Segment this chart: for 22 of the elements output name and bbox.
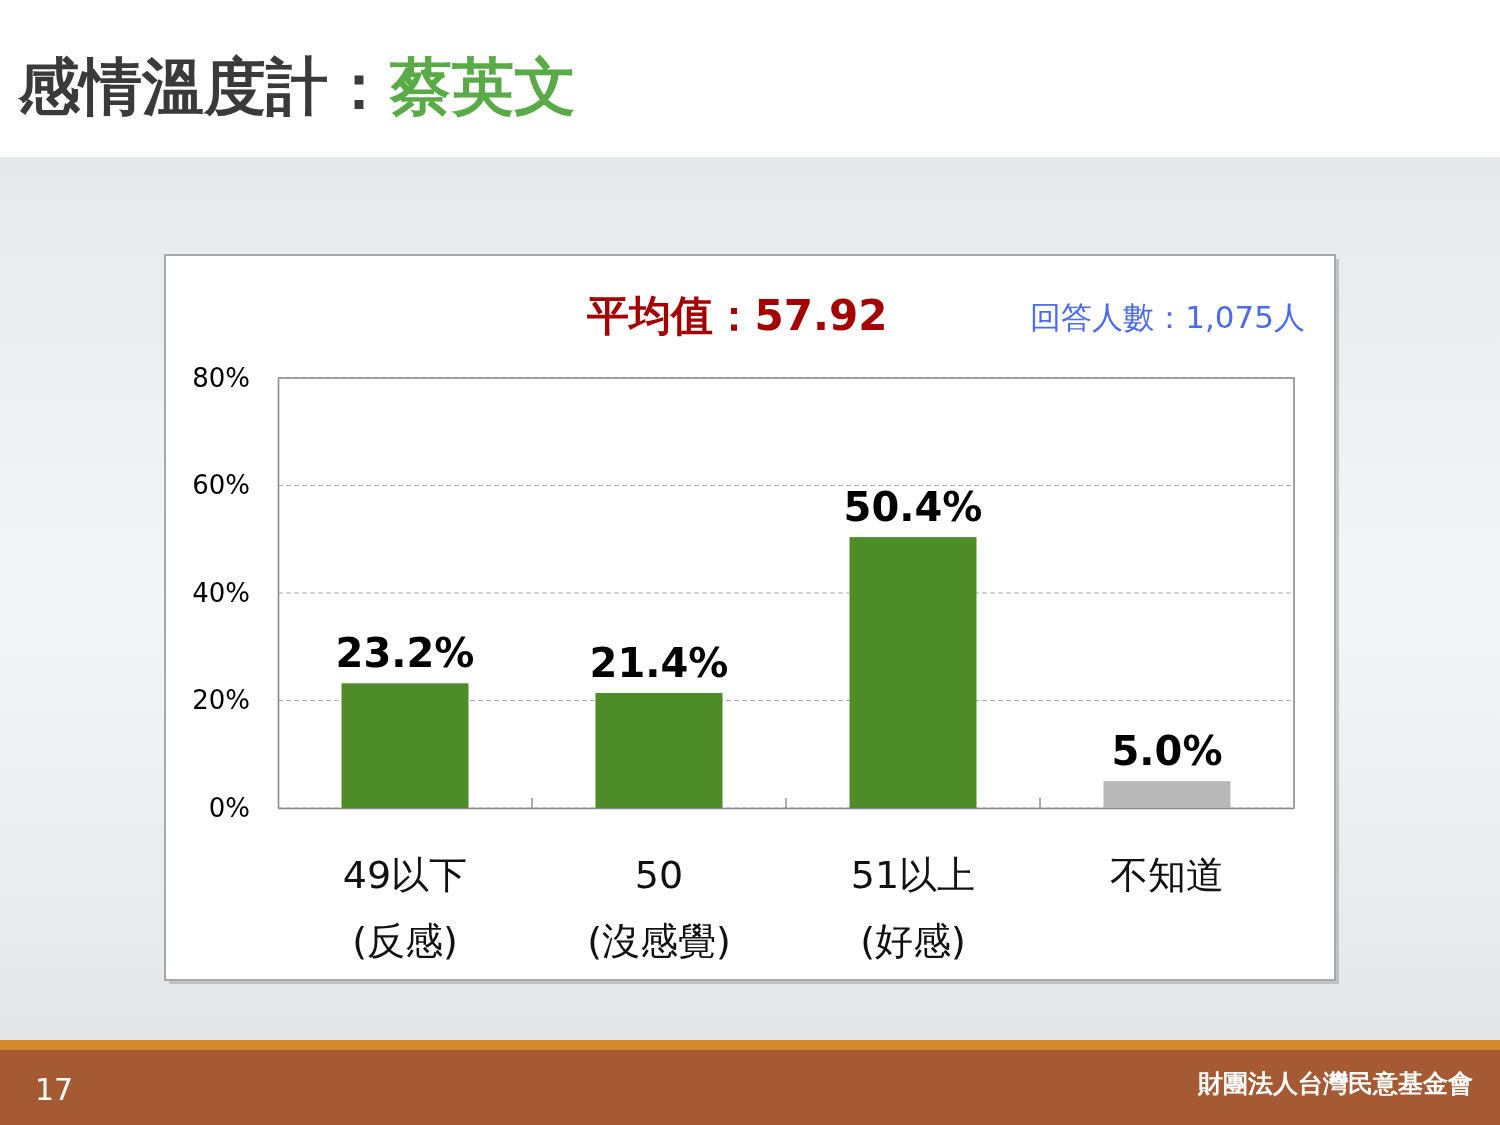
y-tick-label: 20% (192, 685, 250, 716)
x-tick-label: 50 (沒感覺) (587, 853, 731, 963)
text: 17 (35, 1072, 74, 1107)
text: 平均值：57.92 (585, 291, 888, 340)
data-label: 23.2% (335, 630, 475, 677)
text: 回答人數：1,075人 (1030, 299, 1305, 335)
data-label: 21.4% (589, 639, 729, 686)
text: 財團法人台灣民意基金會 (1197, 1069, 1473, 1098)
data-label: 50.4% (843, 484, 983, 531)
x-tick-label: 49以下 (反感) (342, 853, 468, 963)
y-tick-label: 0% (208, 792, 250, 823)
bar (341, 683, 469, 808)
y-tick-label: 80% (192, 362, 250, 393)
x-tick-label: 不知道 (1110, 853, 1224, 897)
y-tick-label: 40% (192, 577, 250, 608)
bar (849, 537, 977, 808)
y-tick-label: 60% (192, 470, 250, 501)
bar (595, 692, 723, 808)
chart-title: 感情溫度計：蔡英文 (17, 50, 576, 123)
bar (1103, 781, 1231, 808)
data-label: 5.0% (1111, 728, 1223, 775)
x-tick-label: 51以上 (好感) (850, 853, 976, 963)
